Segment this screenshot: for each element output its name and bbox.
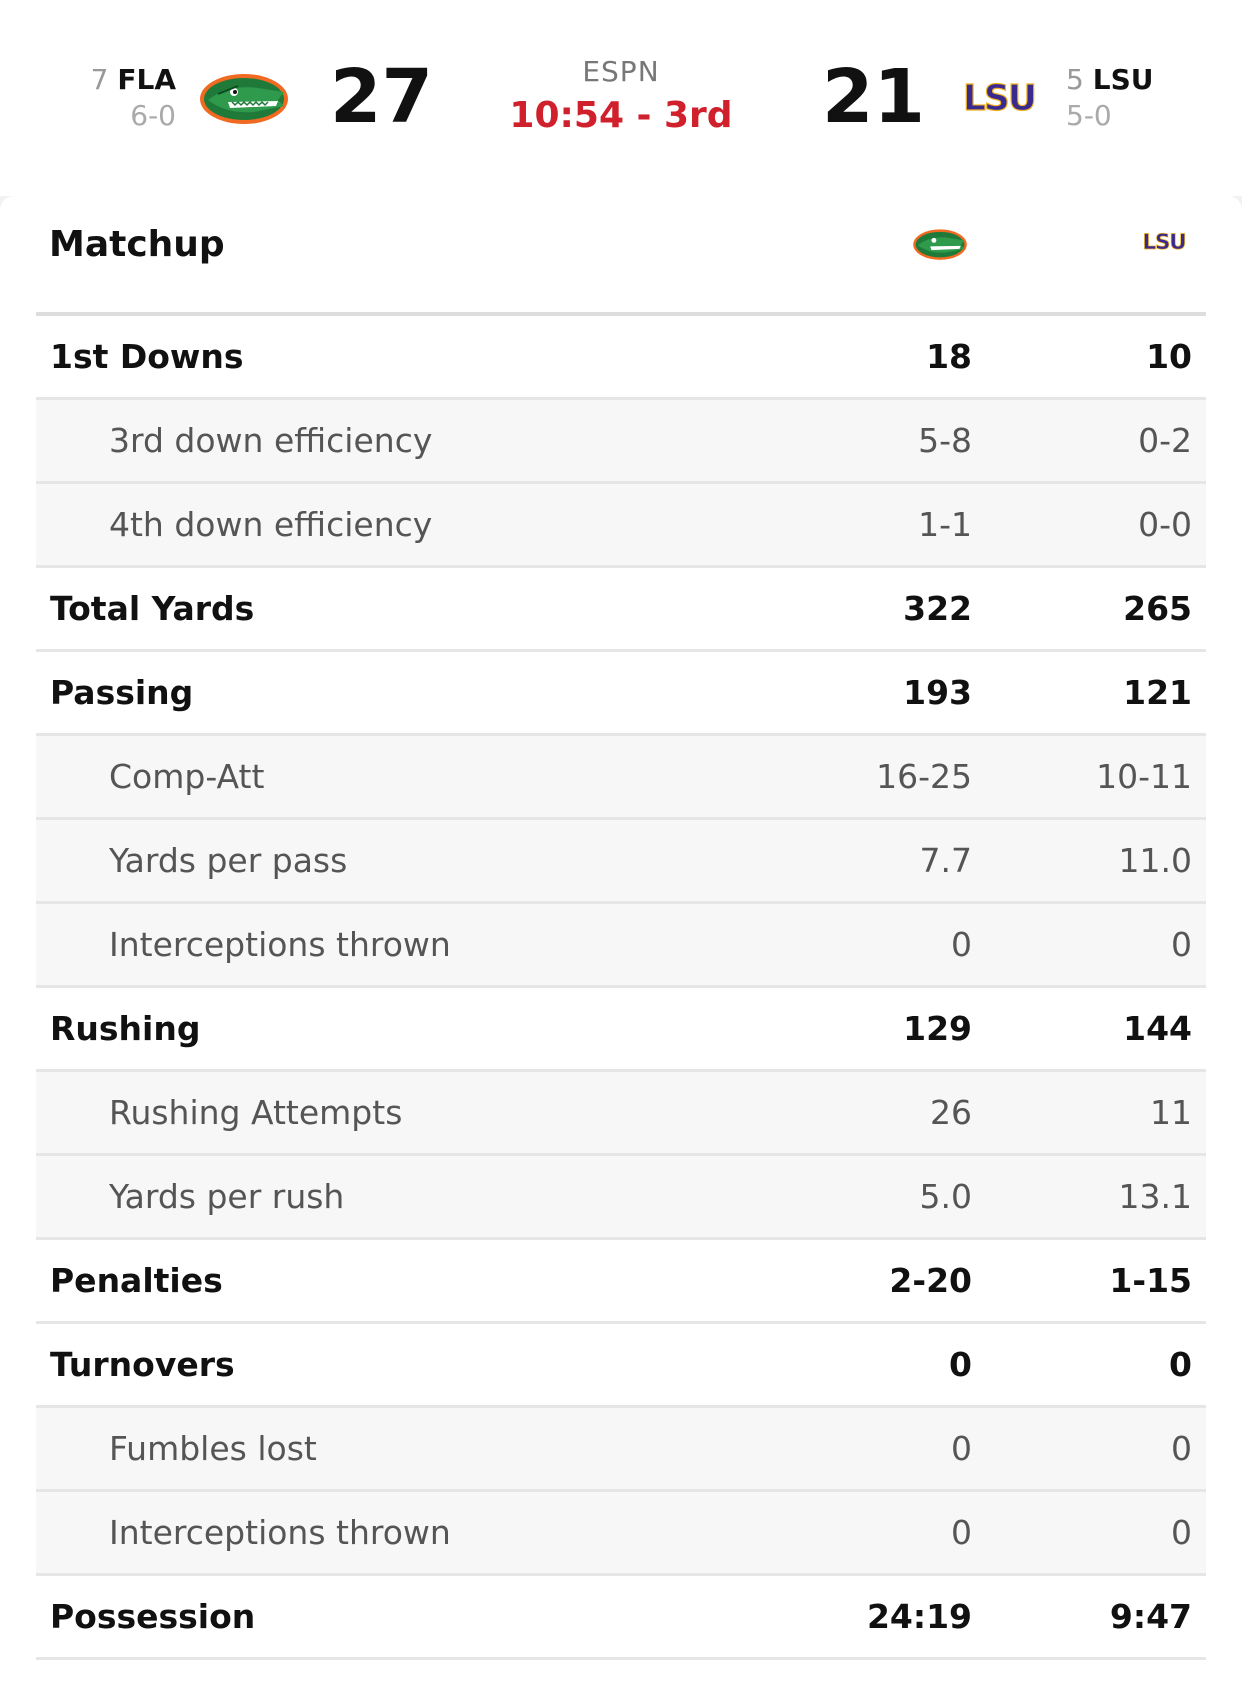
- stat-value-fla: 0: [951, 1429, 972, 1468]
- stat-row: 1st Downs 18 10: [36, 316, 1206, 400]
- stat-value-fla: 193: [903, 673, 972, 712]
- matchup-title: Matchup: [49, 224, 225, 265]
- stat-value-lsu: 10: [1146, 337, 1192, 376]
- stat-row: Yards per rush 5.0 13.1: [36, 1156, 1206, 1240]
- stats-table: 1st Downs 18 10 3rd down efficiency 5-8 0-2 4t…: [36, 316, 1206, 1660]
- stat-value-lsu: 10-11: [1096, 757, 1192, 796]
- gator-logo-icon: [913, 229, 967, 260]
- stat-value-lsu: 11: [1150, 1093, 1192, 1132]
- home-team-record: 5-0: [1066, 99, 1112, 132]
- stat-label: Fumbles lost: [109, 1429, 317, 1468]
- stat-value-lsu: 265: [1123, 589, 1192, 628]
- away-team-meta[interactable]: 7 FLA 6-0: [88, 62, 176, 134]
- stat-value-fla: 0: [951, 1513, 972, 1552]
- gator-logo-icon[interactable]: [198, 70, 290, 126]
- lsu-logo-icon[interactable]: LSU: [952, 78, 1046, 118]
- stat-value-fla: 0: [951, 925, 972, 964]
- stat-label: Comp-Att: [109, 757, 265, 796]
- home-team-abbr: LSU: [1092, 63, 1154, 96]
- lsu-logo-icon: LSU: [1142, 230, 1187, 254]
- matchup-card: Matchup LSU 1st Downs 18 10 3rd down effici…: [0, 196, 1242, 1688]
- scoreboard-header: 7 FLA 6-0 27 ESPN 10:54 - 3rd 21 LSU 5 L…: [0, 0, 1242, 196]
- stat-row: Passing 193 121: [36, 652, 1206, 736]
- stat-label: Passing: [50, 673, 194, 712]
- stat-value-lsu: 11.0: [1118, 841, 1192, 880]
- stat-value-lsu: 0: [1171, 925, 1192, 964]
- stat-label: Rushing: [50, 1009, 201, 1048]
- stat-value-fla: 0: [949, 1345, 972, 1384]
- stat-value-lsu: 0: [1169, 1345, 1192, 1384]
- stat-label: Interceptions thrown: [109, 1513, 451, 1552]
- stat-row: 4th down efficiency 1-1 0-0: [36, 484, 1206, 568]
- stat-row: Total Yards 322 265: [36, 568, 1206, 652]
- stat-value-fla: 18: [926, 337, 972, 376]
- stat-label: Possession: [50, 1597, 256, 1636]
- stat-row: 3rd down efficiency 5-8 0-2: [36, 400, 1206, 484]
- game-clock: 10:54 - 3rd: [509, 95, 733, 136]
- stat-row: Comp-Att 16-25 10-11: [36, 736, 1206, 820]
- stat-label: Yards per rush: [109, 1177, 345, 1216]
- stat-label: Penalties: [50, 1261, 223, 1300]
- away-team-score: 27: [330, 54, 433, 140]
- stat-value-lsu: 13.1: [1118, 1177, 1192, 1216]
- stat-label: Interceptions thrown: [109, 925, 451, 964]
- stat-row: Interceptions thrown 0 0: [36, 904, 1206, 988]
- header-divider: [36, 312, 1206, 316]
- stat-label: Total Yards: [50, 589, 255, 628]
- stat-value-fla: 5-8: [918, 421, 972, 460]
- stat-label: Turnovers: [50, 1345, 235, 1384]
- away-team-rank: 7: [90, 63, 109, 96]
- stat-value-lsu: 9:47: [1109, 1597, 1192, 1636]
- stat-label: Yards per pass: [109, 841, 348, 880]
- svg-text:LSU: LSU: [963, 78, 1035, 118]
- tv-network: ESPN: [582, 55, 660, 88]
- stat-row: Interceptions thrown 0 0: [36, 1492, 1206, 1576]
- stat-value-fla: 1-1: [918, 505, 972, 544]
- stat-value-lsu: 1-15: [1109, 1261, 1192, 1300]
- stat-value-lsu: 0-0: [1138, 505, 1192, 544]
- stat-value-fla: 322: [903, 589, 972, 628]
- stat-row: Rushing 129 144: [36, 988, 1206, 1072]
- away-team-abbr: FLA: [117, 63, 176, 96]
- stat-row: Fumbles lost 0 0: [36, 1408, 1206, 1492]
- stat-value-lsu: 144: [1123, 1009, 1192, 1048]
- stat-label: 3rd down efficiency: [109, 421, 433, 460]
- stat-label: 1st Downs: [50, 337, 244, 376]
- home-team-rank: 5: [1066, 63, 1084, 96]
- stat-label: Rushing Attempts: [109, 1093, 403, 1132]
- stat-value-fla: 5.0: [919, 1177, 972, 1216]
- stat-value-lsu: 121: [1123, 673, 1192, 712]
- stat-value-lsu: 0-2: [1138, 421, 1192, 460]
- stat-value-fla: 26: [930, 1093, 972, 1132]
- stat-value-fla: 129: [903, 1009, 972, 1048]
- stat-row: Yards per pass 7.7 11.0: [36, 820, 1206, 904]
- stat-value-fla: 16-25: [876, 757, 972, 796]
- stat-label: 4th down efficiency: [109, 505, 433, 544]
- stat-row: Penalties 2-20 1-15: [36, 1240, 1206, 1324]
- stat-row: Turnovers 0 0: [36, 1324, 1206, 1408]
- stat-value-lsu: 0: [1171, 1513, 1192, 1552]
- stat-value-fla: 24:19: [866, 1597, 972, 1636]
- stat-value-lsu: 0: [1171, 1429, 1192, 1468]
- stat-row: Possession 24:19 9:47: [36, 1576, 1206, 1660]
- svg-text:LSU: LSU: [1143, 230, 1186, 254]
- stat-row: Rushing Attempts 26 11: [36, 1072, 1206, 1156]
- home-team-score: 21: [822, 54, 925, 140]
- stat-value-fla: 7.7: [919, 841, 972, 880]
- away-team-record: 6-0: [130, 99, 176, 132]
- home-team-meta[interactable]: 5 LSU 5-0: [1066, 62, 1176, 134]
- stat-value-fla: 2-20: [889, 1261, 972, 1300]
